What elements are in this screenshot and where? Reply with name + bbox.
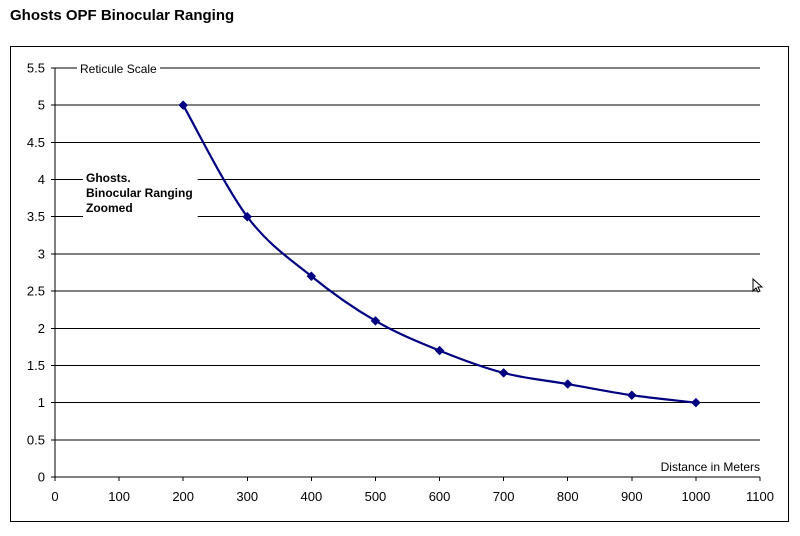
x-tick-label: 900 xyxy=(621,489,643,504)
legend-background xyxy=(83,169,198,217)
y-tick-label: 2 xyxy=(38,321,45,336)
page-title: Ghosts OPF Binocular Ranging xyxy=(10,7,235,24)
y-axis-label: Reticule Scale xyxy=(80,62,157,76)
chart-frame xyxy=(10,46,789,522)
x-tick-label: 500 xyxy=(365,489,387,504)
x-tick-label: 100 xyxy=(108,489,130,504)
data-point-marker xyxy=(306,271,317,282)
legend-label: Binocular Ranging xyxy=(86,186,193,200)
legend-label: Ghosts. xyxy=(86,171,131,185)
data-point-marker xyxy=(434,345,445,356)
legend-label: Zoomed xyxy=(86,201,133,215)
data-point-marker xyxy=(178,100,189,111)
y-tick-label: 4 xyxy=(38,172,45,187)
data-point-marker xyxy=(691,397,701,408)
x-tick-label: 600 xyxy=(429,489,451,504)
y-tick-label: 0.5 xyxy=(27,432,45,447)
data-point-marker xyxy=(370,315,381,326)
y-axis-label-background xyxy=(77,61,161,77)
y-tick-label: 2.5 xyxy=(27,284,45,299)
x-axis-label: Distance in Meters xyxy=(661,460,760,474)
data-point-marker xyxy=(562,379,573,389)
y-tick-label: 1.5 xyxy=(27,358,45,373)
x-tick-label: 0 xyxy=(51,489,58,504)
data-point-marker xyxy=(498,368,509,378)
x-tick-label: 1100 xyxy=(746,489,774,504)
x-tick-label: 700 xyxy=(493,489,515,504)
x-tick-label: 800 xyxy=(557,489,579,504)
x-tick-label: 200 xyxy=(172,489,194,504)
y-tick-label: 3 xyxy=(38,246,45,261)
y-tick-label: 1 xyxy=(38,395,45,410)
series-line xyxy=(182,104,697,404)
x-tick-label: 400 xyxy=(301,489,323,504)
y-tick-label: 3.5 xyxy=(27,209,45,224)
data-point-marker xyxy=(242,211,253,222)
mouse-cursor-icon xyxy=(752,278,764,293)
y-tick-label: 0 xyxy=(38,470,45,485)
x-axis-label-background xyxy=(657,459,763,475)
y-tick-label: 5.5 xyxy=(27,61,45,76)
y-tick-label: 4.5 xyxy=(27,135,45,150)
y-tick-label: 5 xyxy=(38,98,45,113)
data-point-marker xyxy=(626,390,637,401)
x-tick-label: 1000 xyxy=(681,489,710,504)
x-tick-label: 300 xyxy=(236,489,258,504)
